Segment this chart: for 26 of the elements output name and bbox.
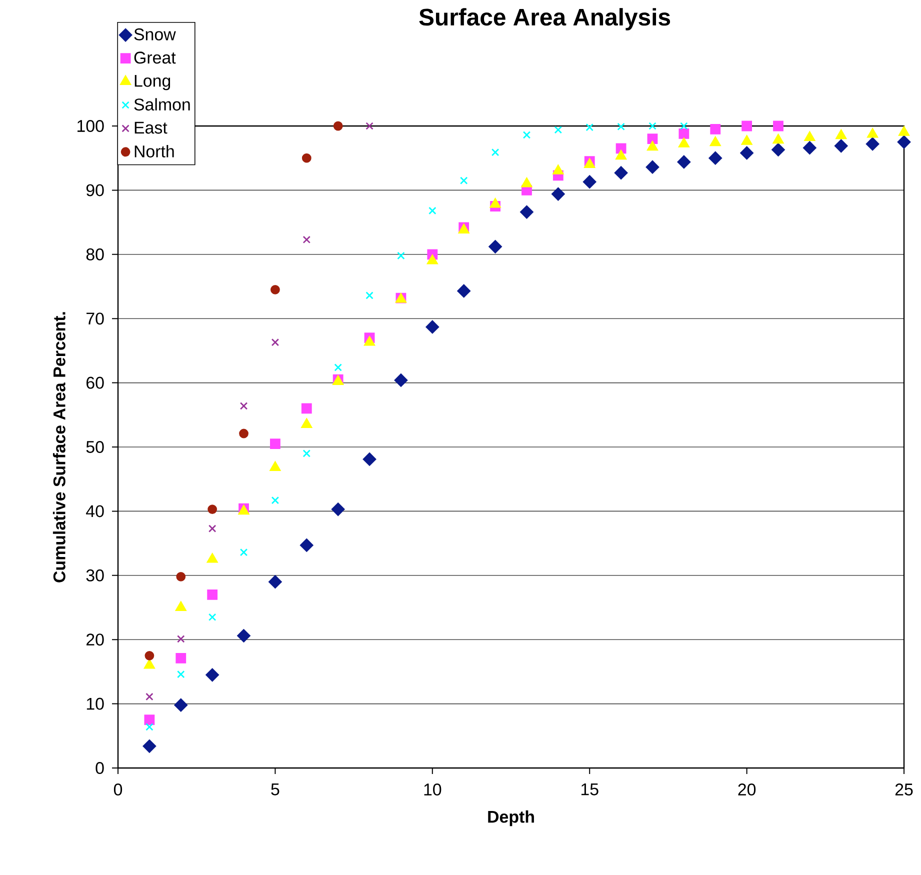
- y-tick-label: 90: [86, 184, 104, 196]
- y-tick-label: 40: [86, 505, 104, 518]
- legend-label: Great: [134, 52, 176, 64]
- y-tick-label: 0: [96, 762, 104, 774]
- x-axis-title: Depth: [488, 810, 534, 826]
- y-tick-label: 50: [86, 441, 104, 453]
- chart-title: Surface Area Analysis: [419, 8, 670, 30]
- legend-label: Long: [134, 74, 170, 90]
- legend-label: East: [134, 122, 168, 134]
- x-tick-label: 15: [581, 784, 598, 796]
- legend-label: Snow: [134, 28, 176, 40]
- y-tick-label: 30: [86, 569, 104, 582]
- x-tick-label: 20: [738, 784, 756, 796]
- x-tick-label: 5: [271, 784, 280, 796]
- y-tick-label: 20: [86, 634, 104, 646]
- y-tick-label: 70: [86, 312, 104, 325]
- y-axis-title: Cumulative Surface Area Percent.: [52, 312, 66, 582]
- y-tick-label: 80: [86, 248, 104, 260]
- y-tick-label: 60: [86, 376, 104, 389]
- x-tick-label: 10: [424, 784, 442, 796]
- legend-label: North: [134, 145, 174, 158]
- y-tick-label: 100: [78, 120, 104, 132]
- x-tick-label: 25: [895, 784, 913, 796]
- x-tick-label: 0: [114, 784, 122, 796]
- legend-label: Salmon: [134, 98, 190, 111]
- y-tick-label: 10: [86, 698, 104, 710]
